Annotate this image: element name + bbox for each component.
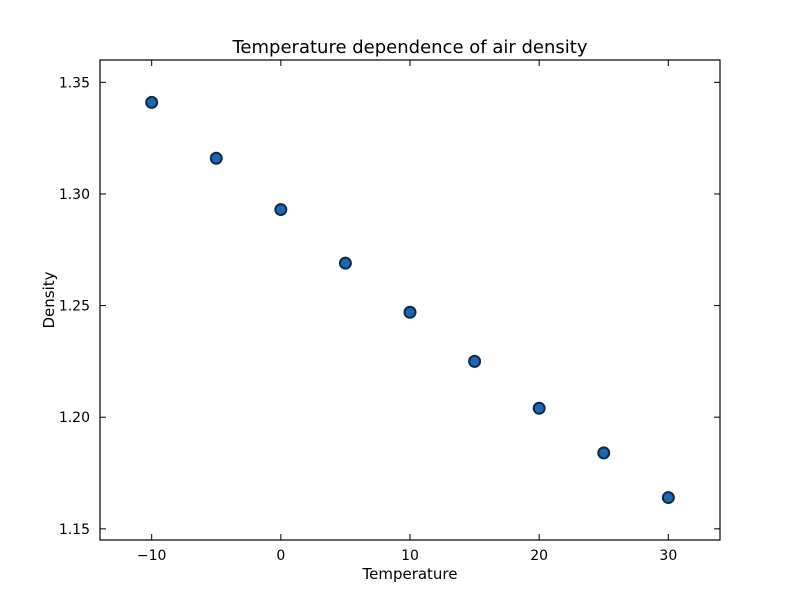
data-point (209, 151, 223, 165)
y-axis: 1.15 1.20 1.25 1.30 1.35 (59, 75, 720, 538)
y-tick-label: 1.35 (59, 75, 90, 91)
x-axis: −10 0 10 20 30 (137, 60, 677, 564)
data-point (468, 354, 482, 368)
plot-frame (99, 59, 721, 541)
x-tick-label: −10 (137, 548, 167, 564)
data-point (532, 401, 546, 415)
data-point (597, 446, 611, 460)
x-tick-label: 10 (401, 548, 419, 564)
x-axis-label: Temperature (361, 565, 457, 583)
data-point (661, 491, 675, 505)
y-tick-label: 1.25 (59, 299, 90, 315)
data-points (145, 95, 675, 505)
x-tick-label: 20 (530, 548, 548, 564)
y-tick-label: 1.20 (59, 410, 90, 426)
y-tick-label: 1.15 (59, 522, 90, 538)
data-point (403, 305, 417, 319)
x-tick-label: 30 (659, 548, 677, 564)
data-point (338, 256, 352, 270)
y-axis-label: Density (40, 271, 58, 328)
data-point (274, 203, 288, 217)
y-tick-label: 1.30 (59, 187, 90, 203)
plot-area: −10 0 10 20 30 1.15 1.20 1.25 1.30 1.35 (59, 59, 721, 564)
data-point (145, 95, 159, 109)
x-tick-label: 0 (276, 548, 285, 564)
chart-title: Temperature dependence of air density (232, 37, 588, 58)
